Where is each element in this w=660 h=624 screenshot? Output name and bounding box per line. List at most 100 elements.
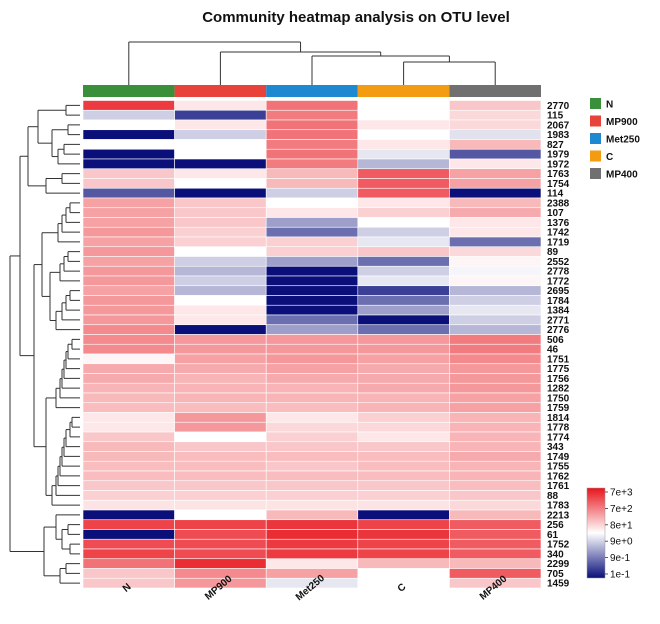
row-label: 1762 (547, 471, 570, 482)
heatmap-cell (357, 148, 450, 160)
legend-swatch-MP400 (590, 168, 601, 179)
row-label: 1384 (547, 306, 570, 317)
heatmap-cell (82, 217, 175, 228)
row-label: 1761 (547, 481, 570, 492)
heatmap-cell (265, 285, 359, 296)
heatmap-cell (82, 392, 175, 404)
heatmap-cell (82, 246, 175, 257)
heatmap-cell (174, 421, 267, 433)
heatmap-cell (265, 499, 359, 511)
heatmap-cell (174, 470, 267, 482)
row-label: 2552 (547, 257, 570, 268)
heatmap-cell (174, 499, 267, 511)
heatmap-cell (265, 460, 359, 472)
group-bar-MP400 (449, 85, 541, 97)
heatmap-cell (449, 480, 542, 491)
heatmap-cell (265, 314, 359, 326)
heatmap-cell (357, 197, 450, 209)
heatmap-cell (82, 460, 175, 472)
heatmap-cell (265, 470, 359, 482)
heatmap-cell (82, 343, 175, 355)
heatmap-cell (174, 265, 267, 277)
row-dendrogram (9, 104, 80, 584)
heatmap-cell (357, 168, 450, 179)
heatmap-cell (449, 363, 542, 374)
heatmap-cell (449, 314, 542, 326)
heatmap-cell (82, 178, 175, 189)
heatmap-cell (357, 129, 450, 140)
heatmap-cell (82, 236, 175, 248)
heatmap-cell (357, 499, 450, 511)
heatmap-cell (174, 275, 267, 287)
heatmap-cell (357, 373, 450, 384)
heatmap-cell (265, 441, 359, 452)
heatmap-cell (265, 197, 359, 209)
heatmap-cell (174, 519, 267, 530)
heatmap-cells (82, 100, 542, 589)
chart-title: Community heatmap analysis on OTU level (202, 9, 510, 26)
heatmap-cell (357, 460, 450, 472)
heatmap-cell (265, 519, 359, 530)
legend-swatch-N (590, 98, 601, 109)
heatmap-cell (357, 217, 450, 228)
heatmap-cell (174, 314, 267, 326)
legend-swatch-MP900 (590, 115, 601, 127)
heatmap-cell (357, 548, 450, 560)
color-scale-label: 9e-1 (610, 553, 630, 564)
color-scale-label: 9e+0 (610, 537, 633, 548)
heatmap-cell (265, 119, 359, 131)
row-label: 343 (547, 442, 564, 453)
column-group-bar (83, 85, 541, 97)
heatmap-cell (357, 334, 450, 345)
color-scale-label: 8e+1 (610, 520, 633, 531)
heatmap-cell (265, 265, 359, 277)
heatmap-cell (174, 441, 267, 452)
heatmap-cell (82, 529, 175, 540)
row-label: 2213 (547, 510, 570, 521)
row-label: 1756 (547, 374, 570, 385)
heatmap-cell (82, 226, 175, 238)
heatmap-cell (174, 529, 267, 540)
heatmap-cell (82, 109, 175, 121)
legend-swatch-C (590, 150, 601, 162)
heatmap-cell (449, 353, 542, 365)
heatmap-cell (174, 256, 267, 267)
legend-label-MP900: MP900 (606, 117, 638, 128)
heatmap-cell (265, 402, 359, 413)
heatmap-cell (357, 295, 450, 306)
heatmap-cell (82, 148, 175, 160)
heatmap-cell (174, 158, 267, 170)
heatmap-cell (174, 392, 267, 404)
heatmap-cell (265, 139, 359, 150)
group-legend: N MP900 Met250 C MP400 (590, 98, 640, 181)
heatmap-cell (82, 295, 175, 306)
heatmap-cell (82, 499, 175, 511)
heatmap-cell (82, 324, 175, 335)
heatmap-cell (82, 168, 175, 179)
heatmap-cell (82, 470, 175, 482)
heatmap-cell (82, 334, 175, 345)
row-label: 1752 (547, 540, 570, 551)
heatmap-cell (174, 558, 267, 569)
heatmap-cell (174, 334, 267, 345)
heatmap-cell (357, 178, 450, 189)
heatmap-cell (174, 187, 267, 199)
row-label: 1972 (547, 159, 570, 170)
heatmap-cell (82, 441, 175, 452)
heatmap-cell (357, 246, 450, 257)
heatmap-cell (265, 529, 359, 540)
heatmap-cell (174, 480, 267, 491)
legend-swatch-Met250 (590, 133, 601, 144)
heatmap-cell (449, 158, 542, 170)
heatmap-cell (174, 363, 267, 374)
color-scale-label: 7e+2 (610, 504, 633, 515)
heatmap-cell (82, 304, 175, 316)
heatmap-cell (265, 236, 359, 248)
column-dendrogram (128, 41, 496, 85)
heatmap-cell (357, 139, 450, 150)
heatmap-cell (449, 148, 542, 160)
heatmap-cell (357, 451, 450, 462)
group-bar-N (83, 85, 175, 97)
heatmap-cell (174, 178, 267, 189)
heatmap-cell (449, 275, 542, 287)
